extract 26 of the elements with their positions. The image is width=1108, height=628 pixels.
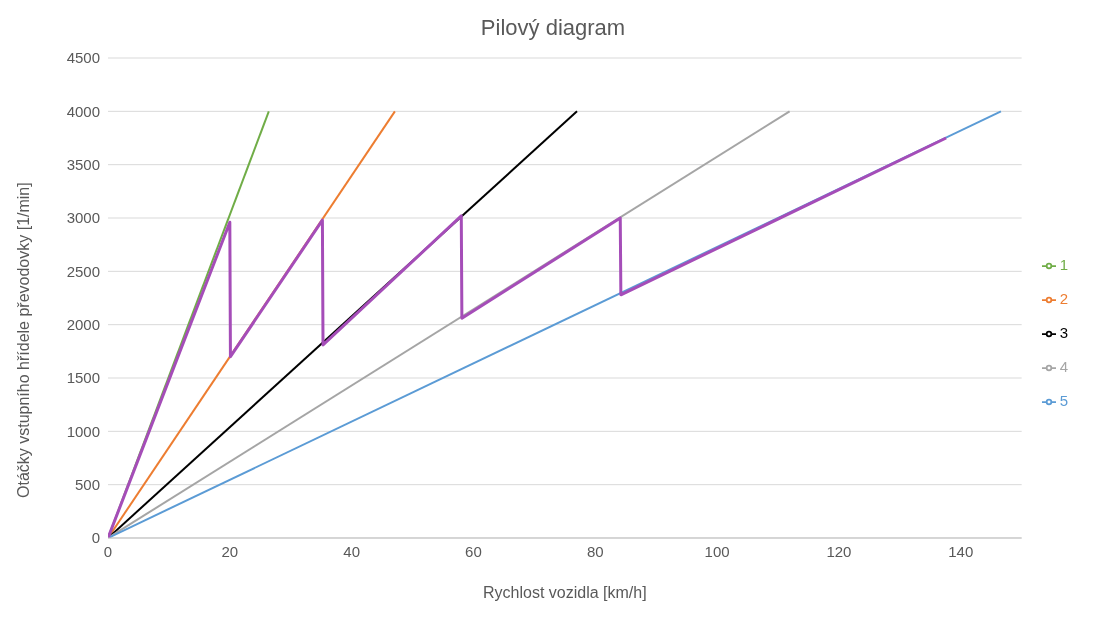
x-tick-label: 40 [343, 542, 360, 560]
y-tick-label: 1500 [66, 369, 100, 387]
x-tick-label: 0 [103, 542, 113, 560]
x-tick-label: 100 [704, 542, 730, 560]
chart-title: Pilový diagram [479, 14, 627, 42]
y-tick-label: 2500 [66, 262, 100, 280]
legend-label: 5 [1059, 392, 1068, 409]
x-axis-title: Rychlost vozidla [km/h] [483, 584, 647, 601]
x-tick-label: 60 [465, 542, 482, 560]
legend-label: 4 [1059, 358, 1068, 375]
legend-label: 2 [1059, 290, 1068, 307]
legend-label: 1 [1059, 256, 1068, 273]
y-tick-label: 1000 [66, 422, 100, 440]
x-tick-label: 120 [826, 542, 852, 560]
legend-label: 3 [1059, 324, 1068, 341]
x-tick-label: 80 [586, 542, 604, 560]
y-tick-label: 4000 [66, 102, 100, 120]
y-tick-label: 2000 [66, 315, 100, 333]
x-tick-label: 140 [948, 542, 974, 560]
y-axis-title: Otáčky vstupního hřídele převodovky [1/min] [14, 182, 32, 498]
x-tick-label: 20 [221, 542, 239, 560]
y-tick-label: 3000 [66, 209, 100, 227]
y-tick-label: 4500 [66, 49, 100, 67]
y-tick-label: 0 [91, 529, 100, 547]
y-tick-label: 3500 [66, 155, 100, 173]
y-tick-label: 500 [74, 475, 100, 493]
